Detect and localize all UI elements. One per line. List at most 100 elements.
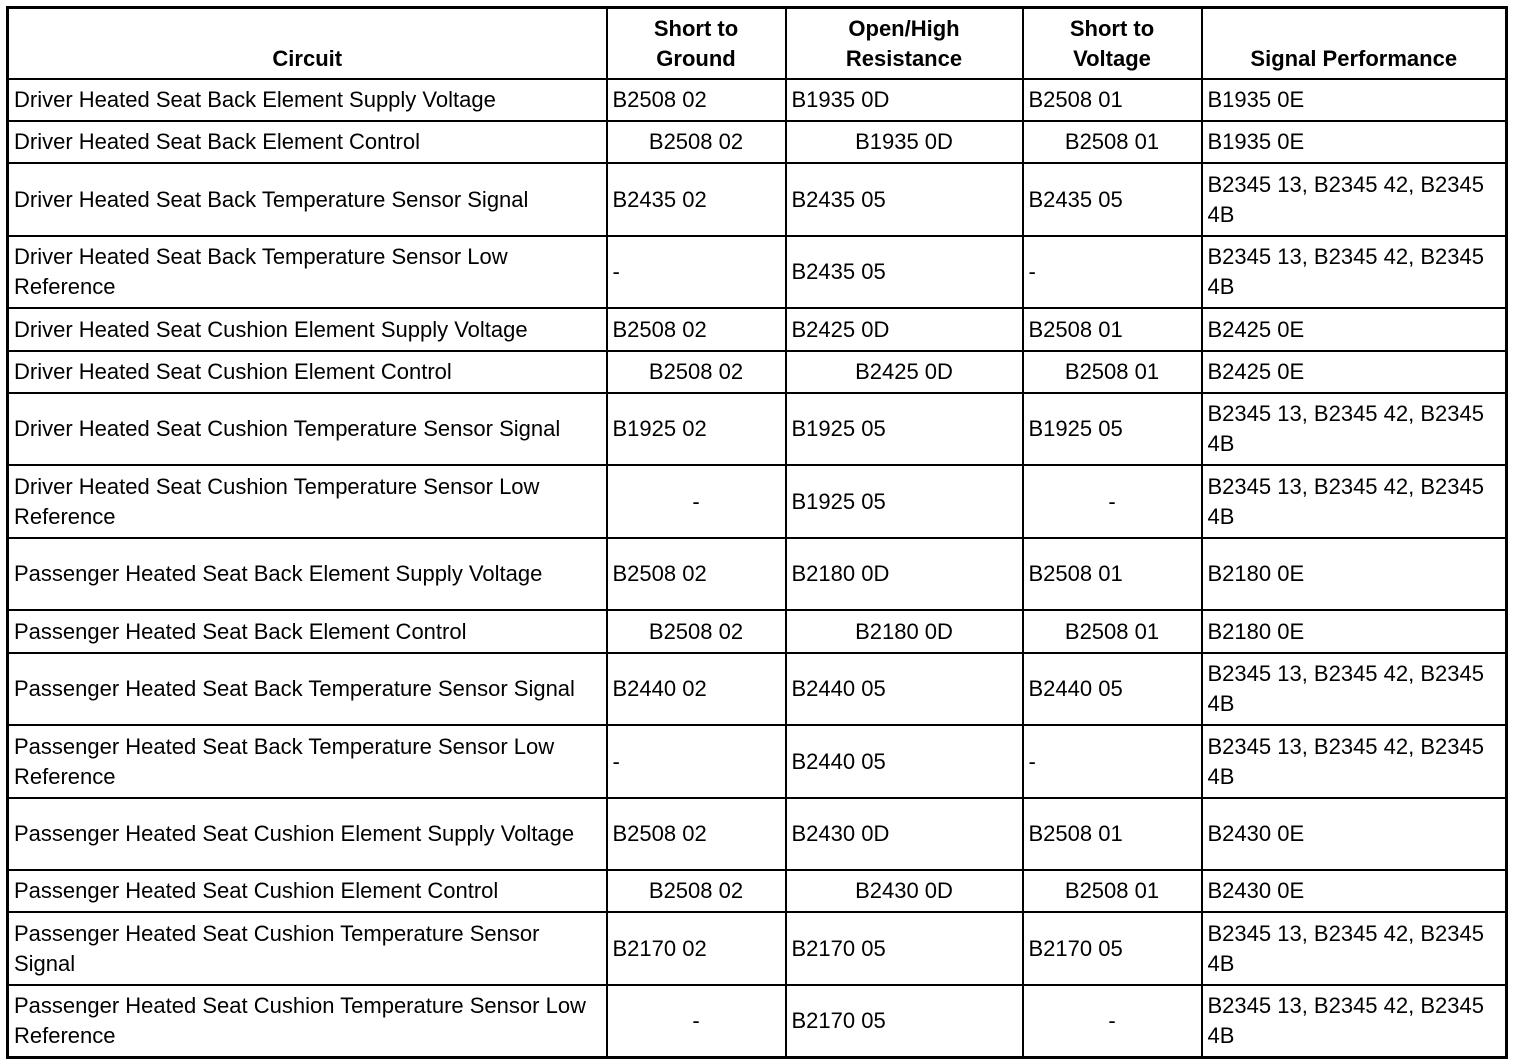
- open-high-resistance-cell: B2435 05: [784, 235, 1024, 309]
- short-to-voltage-cell: -: [1021, 984, 1203, 1058]
- open-high-resistance-cell: B1935 0D: [784, 78, 1024, 122]
- table-row: Passenger Heated Seat Cushion Element Co…: [6, 869, 1508, 913]
- short-to-voltage-cell: B2508 01: [1021, 307, 1203, 352]
- short-to-ground-cell: B2508 02: [605, 537, 787, 611]
- open-high-resistance-cell: B2425 0D: [784, 307, 1024, 352]
- header-short-to-ground: Short to Ground: [605, 6, 787, 80]
- open-high-resistance-cell: B2180 0D: [784, 537, 1024, 611]
- short-to-voltage-cell: B2508 01: [1021, 120, 1203, 164]
- short-to-voltage-cell: -: [1021, 724, 1203, 799]
- signal-performance-cell: B2345 13, B2345 42, B2345 4B: [1200, 162, 1508, 237]
- signal-performance-cell: B2430 0E: [1200, 797, 1508, 871]
- table-row: Driver Heated Seat Back Element Supply V…: [6, 78, 1508, 122]
- header-signal-performance: Signal Performance: [1200, 6, 1508, 80]
- open-high-resistance-cell: B2430 0D: [784, 797, 1024, 871]
- signal-performance-cell: B2345 13, B2345 42, B2345 4B: [1200, 652, 1508, 726]
- open-high-resistance-cell: B1935 0D: [784, 120, 1024, 164]
- short-to-voltage-cell: B2508 01: [1021, 869, 1203, 913]
- short-to-ground-cell: -: [605, 724, 787, 799]
- header-open-high-resistance: Open/High Resistance: [784, 6, 1024, 80]
- short-to-voltage-cell: B2170 05: [1021, 911, 1203, 986]
- short-to-voltage-cell: -: [1021, 464, 1203, 539]
- circuit-cell: Passenger Heated Seat Cushion Element Su…: [6, 797, 608, 871]
- short-to-ground-cell: B2435 02: [605, 162, 787, 237]
- short-to-ground-cell: B2508 02: [605, 120, 787, 164]
- short-to-voltage-cell: B2508 01: [1021, 537, 1203, 611]
- signal-performance-cell: B2425 0E: [1200, 307, 1508, 352]
- table-row: Driver Heated Seat Cushion Element Suppl…: [6, 307, 1508, 352]
- header-short-to-voltage: Short to Voltage: [1021, 6, 1203, 80]
- signal-performance-cell: B2345 13, B2345 42, B2345 4B: [1200, 984, 1508, 1058]
- short-to-voltage-cell: B2508 01: [1021, 78, 1203, 122]
- circuit-cell: Passenger Heated Seat Back Temperature S…: [6, 652, 608, 726]
- signal-performance-cell: B1935 0E: [1200, 120, 1508, 164]
- short-to-ground-cell: B2508 02: [605, 869, 787, 913]
- short-to-voltage-cell: B2508 01: [1021, 350, 1203, 394]
- table-row: Passenger Heated Seat Back Element Contr…: [6, 609, 1508, 654]
- short-to-ground-cell: -: [605, 984, 787, 1058]
- open-high-resistance-cell: B1925 05: [784, 392, 1024, 466]
- circuit-cell: Passenger Heated Seat Cushion Temperatur…: [6, 984, 608, 1058]
- open-high-resistance-cell: B2430 0D: [784, 869, 1024, 913]
- signal-performance-cell: B1935 0E: [1200, 78, 1508, 122]
- signal-performance-cell: B2180 0E: [1200, 609, 1508, 654]
- short-to-ground-cell: B2508 02: [605, 797, 787, 871]
- table-row: Passenger Heated Seat Cushion Temperatur…: [6, 911, 1508, 986]
- open-high-resistance-cell: B2440 05: [784, 652, 1024, 726]
- table-row: Driver Heated Seat Back Element Control B…: [6, 120, 1508, 164]
- table-row: Passenger Heated Seat Cushion Element Su…: [6, 797, 1508, 871]
- open-high-resistance-cell: B2170 05: [784, 911, 1024, 986]
- open-high-resistance-cell: B2440 05: [784, 724, 1024, 799]
- circuit-cell: Driver Heated Seat Back Temperature Sens…: [6, 235, 608, 309]
- short-to-voltage-cell: B2508 01: [1021, 609, 1203, 654]
- circuit-cell: Driver Heated Seat Cushion Temperature S…: [6, 392, 608, 466]
- open-high-resistance-cell: B2180 0D: [784, 609, 1024, 654]
- signal-performance-cell: B2180 0E: [1200, 537, 1508, 611]
- circuit-cell: Passenger Heated Seat Back Element Suppl…: [6, 537, 608, 611]
- signal-performance-cell: B2345 13, B2345 42, B2345 4B: [1200, 392, 1508, 466]
- signal-performance-cell: B2425 0E: [1200, 350, 1508, 394]
- circuit-cell: Passenger Heated Seat Cushion Temperatur…: [6, 911, 608, 986]
- short-to-voltage-cell: B2440 05: [1021, 652, 1203, 726]
- header-row: Circuit Short to Ground Open/High Resist…: [6, 6, 1508, 80]
- short-to-ground-cell: B2440 02: [605, 652, 787, 726]
- short-to-ground-cell: -: [605, 235, 787, 309]
- table-row: Passenger Heated Seat Cushion Temperatur…: [6, 984, 1508, 1058]
- circuit-cell: Driver Heated Seat Cushion Element Contr…: [6, 350, 608, 394]
- short-to-ground-cell: B2508 02: [605, 307, 787, 352]
- open-high-resistance-cell: B2425 0D: [784, 350, 1024, 394]
- signal-performance-cell: B2345 13, B2345 42, B2345 4B: [1200, 235, 1508, 309]
- table-row: Driver Heated Seat Cushion Temperature S…: [6, 392, 1508, 466]
- circuit-cell: Passenger Heated Seat Back Element Contr…: [6, 609, 608, 654]
- short-to-ground-cell: B1925 02: [605, 392, 787, 466]
- circuit-cell: Passenger Heated Seat Back Temperature S…: [6, 724, 608, 799]
- circuit-cell: Driver Heated Seat Cushion Temperature S…: [6, 464, 608, 539]
- table-row: Passenger Heated Seat Back Temperature S…: [6, 724, 1508, 799]
- circuit-cell: Driver Heated Seat Back Element Control: [6, 120, 608, 164]
- circuit-cell: Driver Heated Seat Cushion Element Suppl…: [6, 307, 608, 352]
- circuit-cell: Passenger Heated Seat Cushion Element Co…: [6, 869, 608, 913]
- short-to-voltage-cell: B1925 05: [1021, 392, 1203, 466]
- short-to-ground-cell: B2170 02: [605, 911, 787, 986]
- open-high-resistance-cell: B1925 05: [784, 464, 1024, 539]
- open-high-resistance-cell: B2435 05: [784, 162, 1024, 237]
- table-row: Driver Heated Seat Back Temperature Sens…: [6, 235, 1508, 309]
- signal-performance-cell: B2345 13, B2345 42, B2345 4B: [1200, 911, 1508, 986]
- circuit-cell: Driver Heated Seat Back Temperature Sens…: [6, 162, 608, 237]
- table-row: Driver Heated Seat Cushion Temperature S…: [6, 464, 1508, 539]
- table-row: Passenger Heated Seat Back Element Suppl…: [6, 537, 1508, 611]
- short-to-ground-cell: B2508 02: [605, 78, 787, 122]
- short-to-ground-cell: B2508 02: [605, 350, 787, 394]
- signal-performance-cell: B2345 13, B2345 42, B2345 4B: [1200, 724, 1508, 799]
- signal-performance-cell: B2345 13, B2345 42, B2345 4B: [1200, 464, 1508, 539]
- short-to-ground-cell: B2508 02: [605, 609, 787, 654]
- circuit-cell: Driver Heated Seat Back Element Supply V…: [6, 78, 608, 122]
- short-to-ground-cell: -: [605, 464, 787, 539]
- table-row: Passenger Heated Seat Back Temperature S…: [6, 652, 1508, 726]
- dtc-circuit-table: Circuit Short to Ground Open/High Resist…: [6, 6, 1508, 1059]
- signal-performance-cell: B2430 0E: [1200, 869, 1508, 913]
- short-to-voltage-cell: B2435 05: [1021, 162, 1203, 237]
- open-high-resistance-cell: B2170 05: [784, 984, 1024, 1058]
- table-row: Driver Heated Seat Back Temperature Sens…: [6, 162, 1508, 237]
- short-to-voltage-cell: B2508 01: [1021, 797, 1203, 871]
